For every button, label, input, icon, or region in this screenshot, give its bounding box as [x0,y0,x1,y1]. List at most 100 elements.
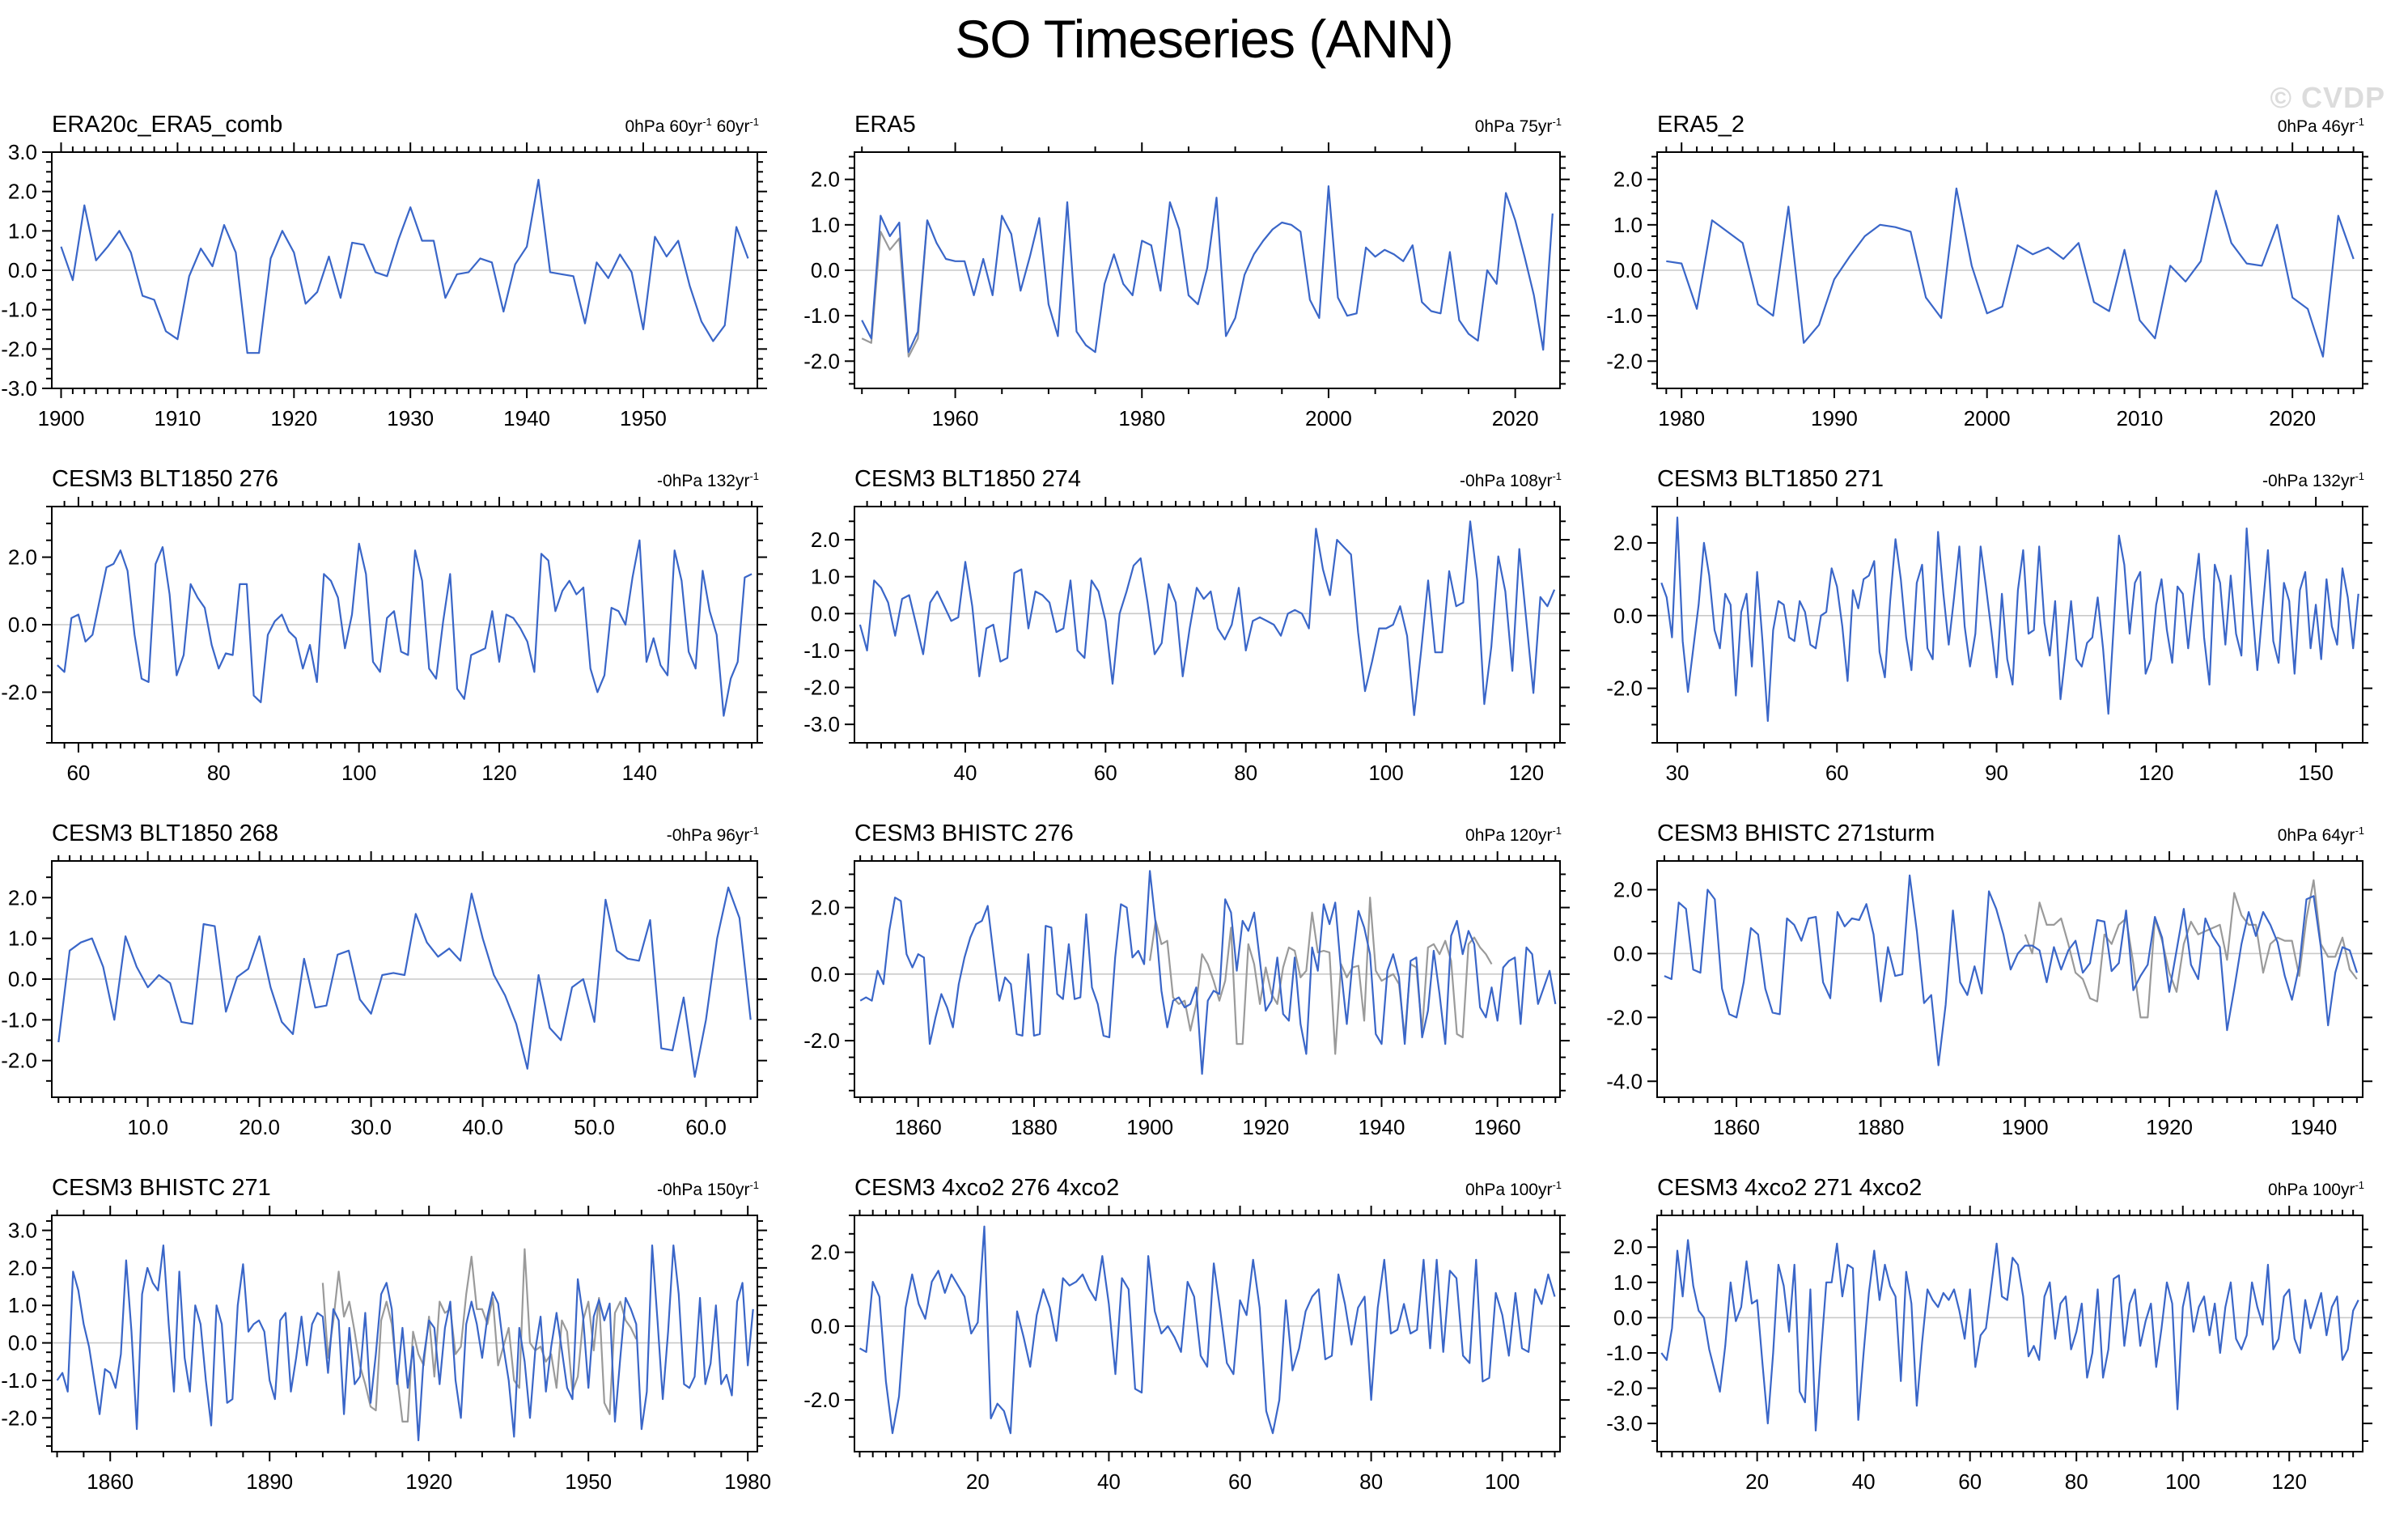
x-tick-label: 2000 [1964,406,2011,430]
panel-cesm3-4xco2-271-4xco2: CESM3 4xco2 271 4xco2 0hPa 100yr-1 2.0 1.0 0… [1605,1175,2408,1520]
panel-plot: 3.0 2.0 1.0 0.0 -1.0 -2.0 1860 1890 1920 1950 1980 [1,1206,771,1494]
plot-box [1656,1215,2363,1452]
y-tick-label: -1.0 [1606,303,1643,328]
y-tick-label: 1.0 [811,565,840,589]
series-secondary [1149,897,1493,1055]
y-tick-label: -2.0 [1,680,37,704]
series-primary [1666,187,2355,358]
x-tick-label: 1980 [724,1469,771,1494]
panel-header: CESM3 BHISTC 271 -0hPa 150yr-1 [0,1175,803,1202]
x-tick-label: 100 [1368,761,1403,785]
x-tick-label: 140 [622,761,657,785]
y-tick-label: -2.0 [803,349,840,373]
y-tick-label: 0.0 [8,1331,37,1355]
y-tick-label: 1.0 [1613,213,1643,237]
x-tick-label: 40 [953,761,977,785]
panel-plot: 2.0 1.0 0.0 -1.0 -2.0 1980 1990 2000 2010 2020 [1606,142,2372,430]
panel-title: CESM3 BLT1850 271 [1657,466,1884,492]
panel-header: ERA5 0hPa 75yr-1 [803,112,1605,139]
panel-trend-annotation: 0hPa 64yr-1 [2277,825,2364,845]
y-tick-label: 2.0 [811,167,840,192]
x-tick-label: 1900 [2002,1115,2049,1139]
y-tick-label: 0.0 [8,967,37,991]
x-tick-label: 40 [1097,1469,1121,1494]
y-tick-label: -2.0 [803,676,840,700]
y-tick-label: 2.0 [1613,878,1643,902]
series-primary [57,886,752,1078]
y-tick-label: -2.0 [1606,676,1643,701]
panel-header: CESM3 4xco2 276 4xco2 0hPa 100yr-1 [803,1175,1605,1202]
series-primary [861,184,1554,354]
x-tick-label: 90 [1985,761,2008,785]
x-tick-label: 1980 [1658,406,1705,430]
panel-grid: ERA20c_ERA5_comb 0hPa 60yr-1 60yr-1 3.0 2.0… [0,112,2408,1520]
panel-plot: 2.0 1.0 0.0 -1.0 -2.0 1960 1980 2000 2020 [803,142,1570,430]
panel-header: CESM3 BLT1850 268 -0hPa 96yr-1 [0,821,803,848]
x-tick-label: 50.0 [574,1115,615,1139]
panel-era20c-era5-comb: ERA20c_ERA5_comb 0hPa 60yr-1 60yr-1 3.0 2.0… [0,112,803,456]
panel-title: CESM3 BHISTC 271 [52,1175,271,1201]
x-tick-label: 60 [1094,761,1117,785]
series-primary [858,1225,1556,1435]
panel-plot: 2.0 0.0 -2.0 20 40 60 80 100 [803,1206,1570,1494]
x-tick-label: 120 [2139,761,2173,785]
panel-trend-annotation: 0hPa 60yr-1 60yr-1 [625,116,759,136]
x-tick-label: 1920 [1242,1115,1289,1139]
y-tick-label: 0.0 [8,613,37,637]
x-tick-label: 1930 [387,406,434,430]
panel-cesm3-bhistc-271sturm: CESM3 BHISTC 271sturm 0hPa 64yr-1 2.0 0.0 -2… [1605,821,2408,1165]
series-primary [859,870,1557,1075]
panel-plot: 2.0 0.0 -2.0 -4.0 1860 1880 1900 1920 1940 [1606,851,2372,1139]
panel-title: CESM3 BHISTC 276 [854,821,1074,846]
y-tick-label: -2.0 [1606,1005,1643,1029]
panel-title: ERA20c_ERA5_comb [52,112,283,138]
panel-header: CESM3 BLT1850 274 -0hPa 108yr-1 [803,466,1605,494]
y-tick-label: -2.0 [1606,1376,1643,1401]
y-tick-label: -2.0 [1,1406,37,1430]
series-primary [858,520,1556,716]
plot-box [854,506,1561,744]
y-tick-label: -3.0 [1606,1411,1643,1435]
x-tick-label: 20.0 [239,1115,280,1139]
panel-cesm3-blt1850-274: CESM3 BLT1850 274 -0hPa 108yr-1 2.0 1.0 0.0 -… [803,466,1605,811]
y-tick-label: 0.0 [1613,941,1643,965]
x-tick-label: 1940 [1359,1115,1405,1139]
series-secondary [2024,879,2358,1019]
x-tick-label: 20 [966,1469,990,1494]
x-tick-label: 1940 [503,406,550,430]
panel-trend-annotation: -0hPa 132yr-1 [2262,470,2364,490]
panel-trend-annotation: 0hPa 100yr-1 [1465,1179,1562,1199]
plot-box [1656,860,2363,1098]
x-tick-label: 1860 [895,1115,942,1139]
x-tick-label: 1900 [1126,1115,1173,1139]
panel-trend-annotation: 0hPa 100yr-1 [2268,1179,2364,1199]
panel-plot: 2.0 0.0 -2.0 30 60 90 120 150 [1606,497,2372,785]
y-tick-label: 0.0 [811,258,840,282]
panel-title: CESM3 BHISTC 271sturm [1657,821,1935,846]
y-tick-label: 1.0 [1613,1270,1643,1295]
panel-cesm3-blt1850-276: CESM3 BLT1850 276 -0hPa 132yr-1 2.0 0.0 -2.0… [0,466,803,811]
series-primary [56,1244,754,1442]
x-tick-label: 60 [66,761,90,785]
y-tick-label: -3.0 [803,712,840,736]
panel-title: ERA5_2 [1657,112,1745,138]
x-tick-label: 1990 [1811,406,1858,430]
y-tick-label: -2.0 [1,337,37,361]
panel-plot: 2.0 0.0 -2.0 60 80 100 120 140 [1,497,767,785]
x-tick-label: 150 [2298,761,2333,785]
x-tick-label: 120 [481,761,516,785]
x-tick-label: 60 [1228,1469,1252,1494]
y-tick-label: -2.0 [1,1049,37,1073]
panel-header: ERA5_2 0hPa 46yr-1 [1605,112,2408,139]
x-tick-label: 1980 [1118,406,1165,430]
x-tick-label: 2020 [1492,406,1539,430]
y-tick-label: -1.0 [803,638,840,663]
y-tick-label: 2.0 [8,545,37,570]
x-tick-label: 40 [1852,1469,1876,1494]
y-tick-label: 2.0 [811,1240,840,1265]
x-tick-label: 100 [341,761,376,785]
cvdp-watermark: © CVDP [2270,81,2385,114]
panel-plot: 2.0 1.0 0.0 -1.0 -2.0 -3.0 20 40 60 80 100 120 [1606,1206,2372,1494]
panel-trend-annotation: -0hPa 96yr-1 [666,825,759,845]
